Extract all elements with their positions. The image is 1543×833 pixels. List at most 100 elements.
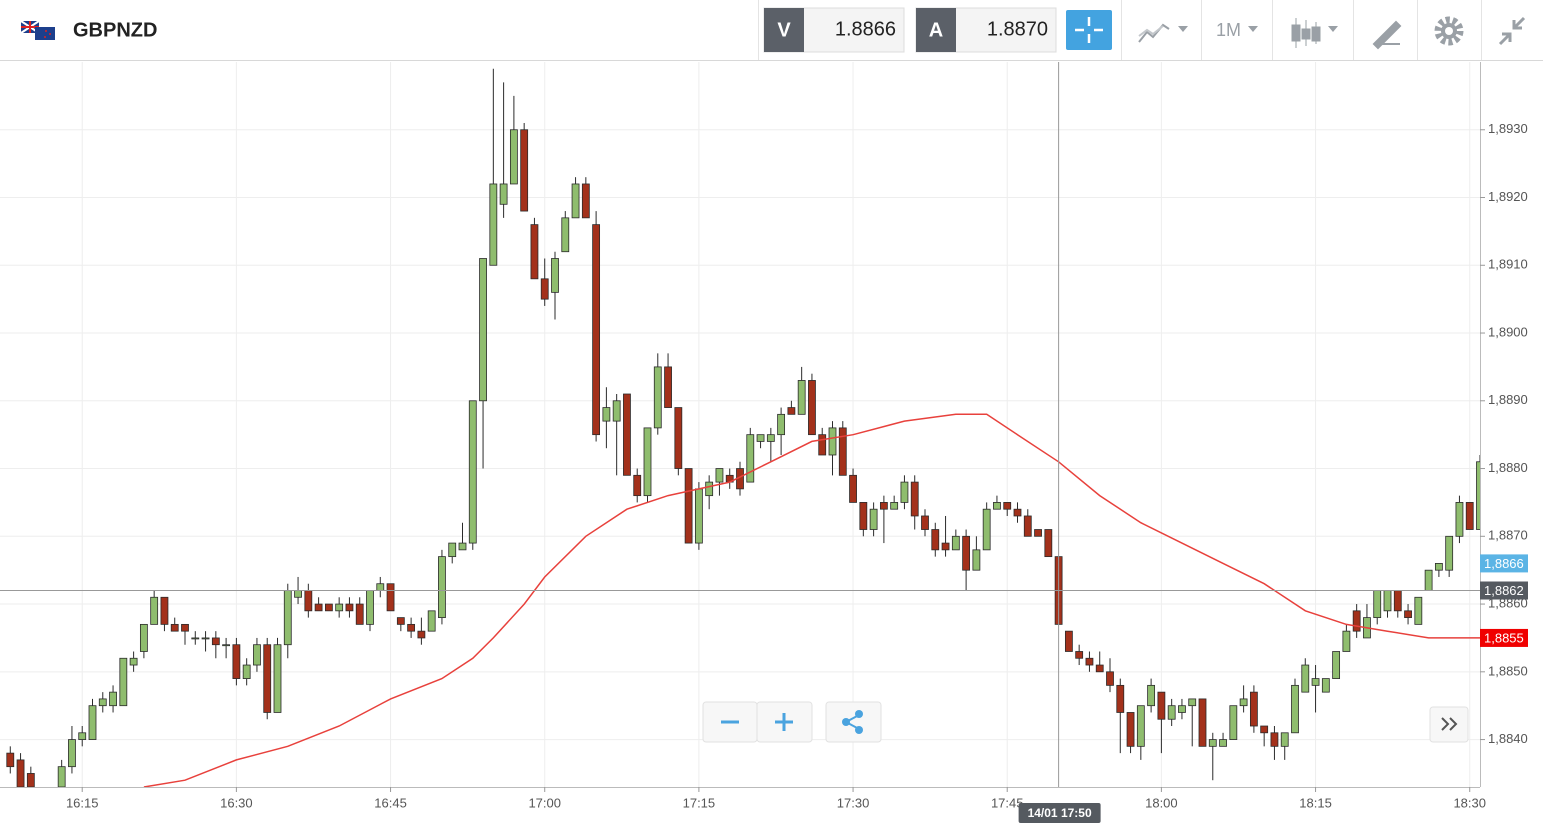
candle-body (396, 617, 405, 625)
crosshair-button[interactable] (1066, 10, 1112, 50)
candle-body (1404, 610, 1412, 619)
candle-body (366, 590, 374, 625)
timeframe-button[interactable]: 1M (1216, 20, 1258, 40)
candle-body (386, 583, 395, 612)
candle-body (756, 434, 765, 442)
candle-body (1003, 502, 1012, 510)
candle-body (335, 603, 344, 612)
candle-body (98, 698, 107, 707)
zoom-in-button[interactable] (756, 701, 813, 743)
candle-body (355, 603, 364, 625)
share-button[interactable] (825, 701, 882, 743)
candle-body (1064, 630, 1073, 652)
candle-body (417, 630, 426, 639)
buy-button[interactable]: A 1.8870 (915, 7, 1057, 53)
plot-area (0, 62, 1480, 787)
x-tick-label: 16:30 (220, 795, 253, 810)
candle-body (592, 224, 601, 436)
candle-body (1291, 684, 1299, 734)
candle-body (57, 766, 66, 787)
candle-body (1013, 508, 1022, 517)
y-tick-label: 1,8840 (1488, 731, 1528, 746)
candle-body (509, 129, 518, 185)
x-tick-label: 17:00 (528, 795, 561, 810)
x-tick-label: 18:30 (1453, 795, 1486, 810)
candle-body (1239, 698, 1248, 707)
candle-body (1198, 698, 1207, 747)
candle-body (407, 623, 416, 632)
candle-body (1208, 739, 1217, 747)
sell-button[interactable]: V 1.8866 (763, 7, 905, 53)
x-tick-label: 16:15 (66, 795, 99, 810)
candle-body (109, 691, 117, 707)
zoom-out-button[interactable] (702, 701, 758, 743)
y-tick-label: 1,8880 (1488, 460, 1528, 475)
candle-body (1157, 691, 1166, 720)
candle-body (479, 258, 487, 402)
sell-price: 1.8866 (835, 18, 896, 40)
y-tick-label: 1,8870 (1488, 528, 1528, 543)
candle-body (993, 502, 1001, 510)
candle-body (766, 434, 775, 442)
candle-body (643, 427, 652, 497)
candle-body (520, 129, 529, 212)
crosshair-y-label: 1,8862 (1484, 583, 1524, 598)
candle-body (1178, 705, 1186, 713)
candle-body (931, 529, 940, 551)
candle-body (253, 644, 261, 666)
candle-body (324, 603, 333, 612)
candle-body (314, 603, 323, 612)
candle-body (427, 610, 436, 632)
candle-body (294, 590, 302, 598)
candle-body (1270, 732, 1279, 747)
candle-body (304, 590, 313, 612)
moving-average (143, 413, 1480, 787)
candle-body (1260, 725, 1269, 734)
price-marker (1480, 554, 1528, 573)
x-tick-label: 17:30 (837, 795, 870, 810)
candle-body (191, 637, 200, 640)
candle-body (633, 474, 642, 497)
settings-button[interactable] (1434, 16, 1464, 46)
candle-body (1095, 664, 1104, 673)
candle-body (1476, 461, 1480, 530)
candle-body (777, 413, 786, 436)
candle-body (489, 183, 498, 266)
candle-body (951, 535, 960, 551)
drawing-button[interactable] (1372, 20, 1402, 50)
crosshair-x-label: 14/01 17:50 (1028, 806, 1092, 820)
symbol: GBPNZD (73, 19, 157, 41)
candle-body (1424, 569, 1433, 591)
candle-body (1342, 630, 1351, 652)
candle-body (808, 380, 816, 436)
y-tick-label: 1,8850 (1488, 663, 1528, 678)
candle-body (1075, 651, 1084, 659)
y-tick-label: 1,8930 (1488, 121, 1528, 136)
candle-body (684, 468, 693, 544)
candle-body (1044, 529, 1053, 558)
chart-type-button[interactable] (1138, 23, 1188, 43)
candle-body (623, 393, 631, 476)
candle-body (900, 481, 909, 503)
candle-body (242, 664, 251, 679)
buy-price: 1.8870 (987, 18, 1048, 40)
buy-label: A (929, 19, 943, 41)
x-tick-label: 18:00 (1145, 795, 1178, 810)
candle-body (26, 773, 35, 787)
candle-body (201, 637, 210, 640)
candle-body (1352, 610, 1361, 632)
candle-body (890, 502, 899, 510)
candle-type-button[interactable] (1291, 18, 1338, 48)
collapse-button[interactable] (1498, 16, 1526, 46)
candle-body (1249, 691, 1258, 727)
sell-label: V (777, 19, 791, 41)
price-marker (1480, 628, 1528, 647)
candle-body (211, 637, 220, 646)
candle-body (1034, 529, 1042, 537)
y-tick-label: 1,8890 (1488, 392, 1528, 407)
candle-body (376, 583, 385, 591)
scroll-end-button[interactable] (1429, 706, 1469, 743)
candle-body (222, 644, 231, 647)
timeframe: 1M (1216, 20, 1241, 40)
